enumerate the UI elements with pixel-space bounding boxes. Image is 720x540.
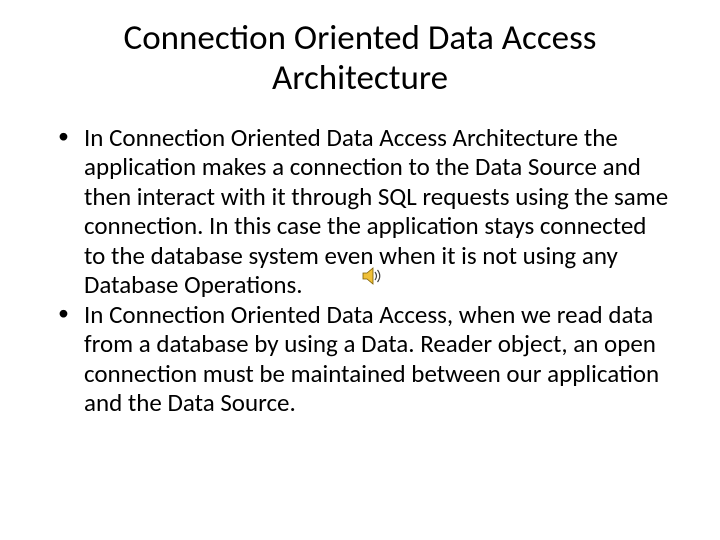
sound-wave-2 xyxy=(378,270,380,282)
slide: Connection Oriented Data Access Architec… xyxy=(0,0,720,540)
sound-wave-1 xyxy=(375,272,377,280)
bullet-list: In Connection Oriented Data Access Archi… xyxy=(50,123,670,418)
slide-title: Connection Oriented Data Access Architec… xyxy=(50,18,670,99)
speaker-icon xyxy=(362,266,384,286)
speaker-body xyxy=(363,268,373,284)
bullet-item: In Connection Oriented Data Access, when… xyxy=(80,300,670,418)
